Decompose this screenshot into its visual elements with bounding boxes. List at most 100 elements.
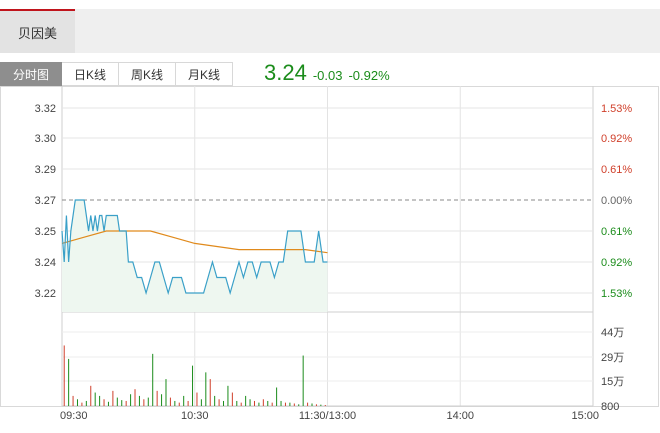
- time-axis: 09:30 10:30 11:30/13:00 14:00 15:00: [60, 410, 599, 422]
- volume-bar: [315, 404, 317, 406]
- volume-bar: [147, 397, 149, 406]
- price-axis: 3.32 3.30 3.29 3.27 3.25 3.24 3.22: [35, 103, 56, 300]
- volume-bar: [311, 403, 313, 406]
- percent-tick-label: 0.92%: [601, 133, 632, 145]
- volume-bar: [187, 400, 189, 406]
- volume-bar: [112, 390, 114, 406]
- price-tick-label: 3.22: [35, 288, 56, 300]
- percent-tick-label: 1.53%: [601, 103, 632, 115]
- price-tick-label: 3.32: [35, 103, 56, 115]
- volume-bar: [81, 402, 83, 406]
- stock-tab-bar: 贝因美: [0, 9, 660, 53]
- price-tick-label: 3.30: [35, 133, 56, 145]
- volume-bar: [205, 372, 207, 406]
- volume-bar: [200, 399, 202, 406]
- volume-bar: [156, 390, 158, 406]
- volume-bar: [214, 395, 216, 406]
- price-change: -0.03: [312, 68, 343, 83]
- volume-bar: [298, 404, 300, 406]
- price-tick-label: 3.24: [35, 257, 56, 269]
- tab-daily-k[interactable]: 日K线: [62, 62, 120, 86]
- volume-tick-label: 29万: [601, 352, 624, 364]
- tab-monthly-k[interactable]: 月K线: [176, 62, 234, 86]
- volume-bar: [284, 402, 286, 406]
- tab-intraday[interactable]: 分时图: [0, 62, 63, 86]
- volume-bar: [174, 400, 176, 406]
- volume-bar: [103, 399, 105, 406]
- volume-bar: [293, 403, 295, 406]
- stock-name: 贝因美: [17, 25, 57, 41]
- volume-bar: [99, 395, 101, 406]
- volume-bar: [271, 402, 273, 406]
- intraday-chart: 3.32 3.30 3.29 3.27 3.25 3.24 3.22 1.53% 0.92% 0…: [0, 86, 659, 422]
- volume-tick-label: 44万: [601, 327, 624, 339]
- price-tick-label: 3.29: [35, 164, 56, 176]
- volume-bar: [178, 402, 180, 406]
- percent-tick-label: 0.92%: [601, 257, 632, 269]
- volume-bar: [267, 400, 269, 406]
- volume-bar: [324, 405, 326, 406]
- volume-bar: [262, 399, 264, 406]
- volume-bar: [63, 345, 65, 406]
- time-tick-label: 14:00: [446, 410, 474, 422]
- volume-bar: [280, 400, 282, 406]
- volume-bar: [249, 399, 251, 406]
- percent-tick-label: 0.00%: [601, 195, 632, 207]
- volume-tick-label: 800: [601, 401, 619, 413]
- price-area-fill: [62, 200, 328, 312]
- volume-bar: [94, 392, 96, 406]
- volume-bar: [121, 400, 123, 406]
- percent-tick-label: 0.61%: [601, 164, 632, 176]
- percent-axis: 1.53% 0.92% 0.61% 0.00% 0.61% 0.92% 1.53%: [601, 103, 632, 300]
- volume-bar: [90, 385, 92, 406]
- quote-summary: 3.24 -0.03 -0.92%: [264, 60, 390, 86]
- volume-bar: [152, 353, 154, 406]
- average-price-line: [61, 230, 328, 254]
- volume-bar: [76, 399, 78, 406]
- volume-tick-label: 15万: [601, 376, 624, 388]
- volume-bar: [320, 404, 322, 406]
- volume-bar: [125, 400, 127, 406]
- time-tick-label: 15:00: [571, 410, 599, 422]
- volume-bar: [169, 397, 171, 406]
- volume-bar: [240, 402, 242, 406]
- volume-bar: [218, 399, 220, 406]
- stock-tab[interactable]: 贝因美: [0, 9, 75, 53]
- volume-bar: [245, 395, 247, 406]
- current-price: 3.24: [264, 60, 307, 85]
- volume-bar: [223, 400, 225, 406]
- volume-bar: [138, 395, 140, 406]
- volume-bar: [231, 392, 233, 406]
- time-tick-label: 10:30: [181, 410, 209, 422]
- volume-bar: [183, 395, 185, 406]
- price-tick-label: 3.25: [35, 226, 56, 238]
- volume-bar: [107, 401, 109, 406]
- volume-bar: [302, 355, 304, 406]
- volume-bar: [130, 394, 132, 406]
- time-tick-label: 09:30: [60, 410, 88, 422]
- volume-bar: [196, 392, 198, 406]
- volume-bar: [143, 399, 145, 406]
- volume-bar: [161, 394, 163, 406]
- volume-bar: [72, 395, 74, 406]
- volume-axis: 44万 29万 15万 800: [601, 327, 624, 413]
- volume-bar: [209, 379, 211, 406]
- volume-bar: [227, 385, 229, 406]
- volume-bar: [276, 387, 278, 406]
- price-line: [61, 199, 328, 296]
- volume-bar: [192, 365, 194, 406]
- volume-bar: [134, 389, 136, 406]
- volume-bar: [165, 379, 167, 406]
- volume-bar: [236, 400, 238, 406]
- volume-bar: [68, 358, 70, 406]
- volume-bar: [116, 397, 118, 406]
- price-change-percent: -0.92%: [348, 68, 390, 83]
- percent-tick-label: 1.53%: [601, 288, 632, 300]
- tab-weekly-k[interactable]: 周K线: [119, 62, 177, 86]
- time-tick-label: 11:30/13:00: [299, 410, 356, 422]
- volume-bars: [63, 345, 326, 406]
- chart-type-tabs: 分时图 日K线 周K线 月K线: [0, 62, 234, 86]
- volume-bar: [289, 402, 291, 406]
- volume-bar: [307, 402, 309, 406]
- volume-bar: [253, 400, 255, 406]
